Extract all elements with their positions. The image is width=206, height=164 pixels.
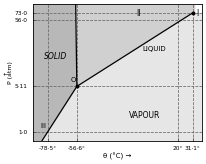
Polygon shape [33,4,77,155]
Polygon shape [33,13,202,155]
Text: LIQUID: LIQUID [143,46,166,52]
Text: O: O [70,77,76,82]
Y-axis label: ↑
P (atm): ↑ P (atm) [4,61,13,84]
Text: III: III [40,123,46,129]
Polygon shape [76,4,195,86]
Text: II: II [136,9,141,18]
X-axis label: θ (°C) →: θ (°C) → [103,153,131,160]
Text: SOLID: SOLID [44,52,67,61]
Text: VAPOUR: VAPOUR [129,111,161,120]
Text: I: I [196,9,198,18]
